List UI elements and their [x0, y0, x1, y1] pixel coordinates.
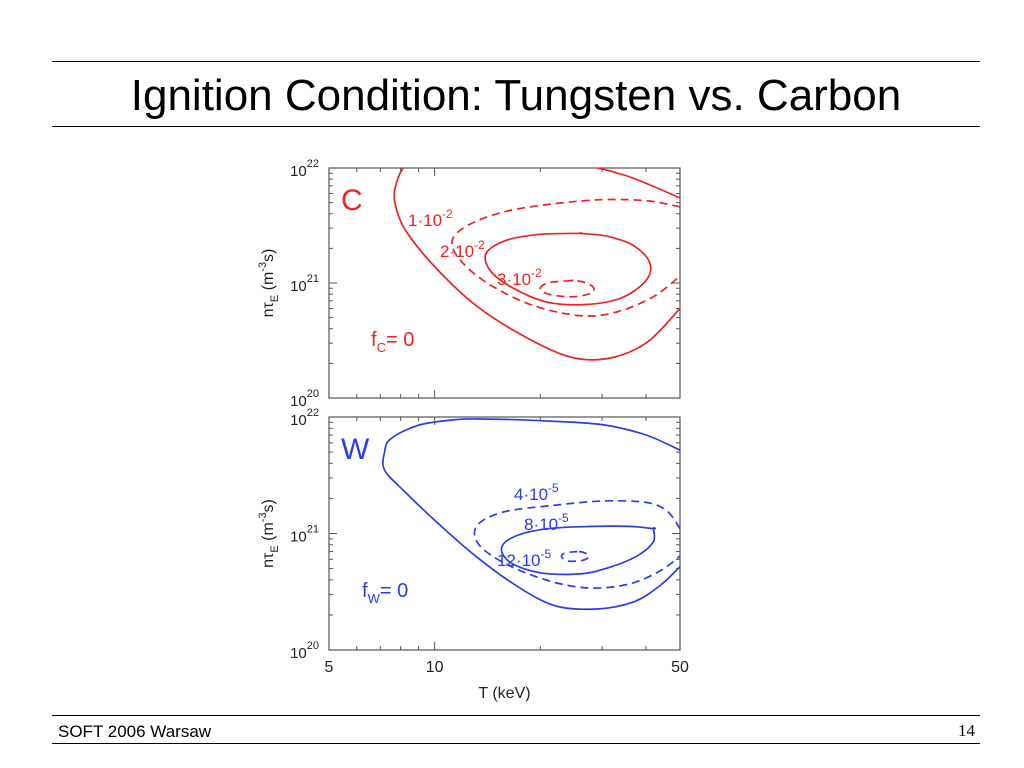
contour-label-1e-2: 1·10-2 — [408, 207, 453, 230]
page-number: 14 — [958, 721, 975, 740]
contour-2e-2-dashed — [450, 198, 680, 317]
contour-4e-5-dashed — [473, 499, 680, 589]
x-tick-label: 50 — [671, 659, 689, 676]
x-tick-label: 10 — [426, 659, 444, 676]
y-tick-label: 1021 — [290, 524, 319, 546]
contour-12e-5-dashed — [560, 550, 590, 563]
contour-3e-2-solid — [484, 232, 652, 306]
contour-label-8e-5: 8·10-5 — [524, 511, 569, 534]
top-rule — [52, 61, 980, 62]
contour-label-2e-2: 2·10-2 — [440, 238, 485, 261]
footer-rule — [52, 715, 980, 716]
y-tick-label: 1022 — [290, 158, 319, 180]
footer-conference: SOFT 2006 Warsaw — [58, 722, 212, 741]
contour-label-3e-2: 3·10-2 — [497, 266, 542, 289]
y-tick-label: 1021 — [290, 273, 319, 295]
panel-c: 1020 1021 1022 nτE (m-3s) C 1·10-2 2·10-2 3·10-… — [257, 158, 681, 410]
x-axis-label: T (keV) — [478, 685, 530, 702]
panel-label-c: C — [341, 184, 363, 217]
contour-label-fw0: fW= 0 — [362, 580, 408, 606]
contour-8e-5-solid — [500, 525, 656, 576]
contour-fc0 — [393, 168, 680, 361]
panel-label-w: W — [341, 433, 370, 466]
contour-label-12e-5: 12·10-5 — [497, 547, 551, 570]
plot-frame — [328, 416, 681, 651]
y-tick-label: 1020 — [290, 640, 319, 662]
panel-w: 1020 1021 1022 nτE (m-3s) W 4·10-5 8·10-5 12·10… — [257, 407, 689, 702]
contour-inner-dashed — [539, 279, 596, 298]
y-axis-label: nτE (m-3s) — [257, 499, 281, 568]
slide-title: Ignition Condition: Tungsten vs. Carbon — [130, 71, 902, 120]
bottom-rule — [52, 743, 980, 744]
contour-fw0 — [382, 418, 680, 611]
y-axis-label: nτE (m-3s) — [257, 249, 281, 318]
x-tick-label: 5 — [325, 659, 334, 676]
contour-label-fc0: fC= 0 — [371, 329, 414, 355]
y-tick-label: 1020 — [290, 388, 319, 410]
y-tick-label: 1022 — [290, 407, 319, 429]
contour-label-4e-5: 4·10-5 — [514, 481, 559, 504]
title-underline — [52, 126, 980, 127]
